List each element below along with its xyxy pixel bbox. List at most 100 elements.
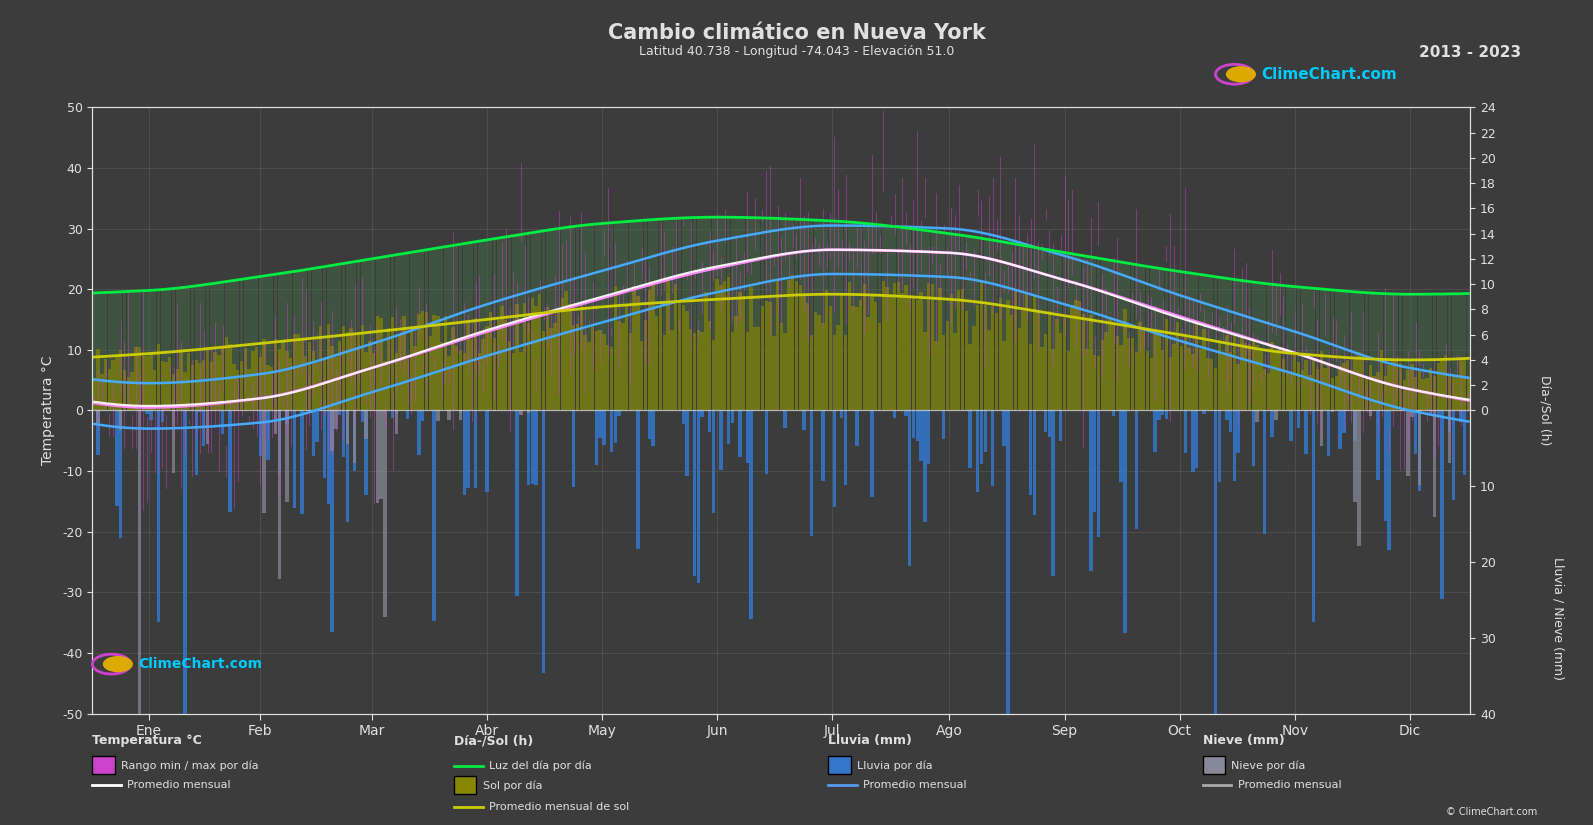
Bar: [354, 262, 357, 411]
Bar: [307, 269, 311, 411]
Bar: [478, 241, 481, 411]
Bar: [742, 296, 746, 411]
Bar: [1024, 246, 1029, 411]
Bar: [213, 351, 217, 411]
Bar: [1098, 356, 1101, 411]
Bar: [225, 281, 228, 411]
Bar: [1184, 411, 1187, 453]
Bar: [1252, 411, 1255, 466]
Bar: [553, 229, 556, 411]
Bar: [542, 411, 545, 673]
Bar: [1402, 380, 1407, 411]
Bar: [296, 271, 299, 411]
Bar: [746, 332, 749, 411]
Bar: [564, 228, 567, 411]
Bar: [108, 292, 112, 411]
Bar: [1059, 333, 1063, 411]
Bar: [390, 411, 393, 418]
Bar: [738, 217, 741, 411]
Bar: [953, 234, 957, 411]
Bar: [421, 250, 424, 411]
Bar: [156, 290, 161, 411]
Bar: [696, 330, 699, 411]
Bar: [558, 314, 561, 411]
Bar: [274, 275, 277, 411]
Bar: [795, 281, 798, 411]
Bar: [1007, 411, 1010, 750]
Bar: [371, 353, 376, 411]
Bar: [738, 411, 741, 458]
Bar: [194, 360, 198, 411]
Bar: [478, 353, 481, 411]
Bar: [591, 327, 594, 411]
Bar: [886, 286, 889, 411]
Bar: [1233, 280, 1236, 411]
Bar: [1090, 411, 1093, 571]
Bar: [1437, 294, 1440, 411]
Bar: [1063, 252, 1066, 411]
Bar: [1278, 347, 1281, 411]
Bar: [798, 219, 801, 411]
Bar: [1437, 411, 1440, 415]
Bar: [828, 221, 832, 411]
Bar: [1247, 343, 1251, 411]
Bar: [1368, 293, 1372, 411]
Bar: [1338, 366, 1341, 411]
Bar: [365, 352, 368, 411]
Bar: [150, 411, 153, 420]
Bar: [1432, 411, 1437, 516]
Text: Promedio mensual: Promedio mensual: [1238, 780, 1341, 790]
Bar: [761, 218, 765, 411]
Bar: [1286, 372, 1289, 411]
Bar: [674, 219, 677, 411]
Bar: [1327, 290, 1330, 411]
Bar: [108, 369, 112, 411]
Bar: [1134, 411, 1137, 530]
Bar: [875, 224, 878, 411]
Bar: [1192, 273, 1195, 411]
Bar: [169, 357, 172, 411]
Bar: [636, 296, 640, 411]
Bar: [647, 290, 652, 411]
Bar: [707, 411, 712, 431]
Bar: [629, 221, 632, 411]
Bar: [749, 218, 753, 411]
Bar: [701, 217, 704, 411]
Text: Rango min / max por día: Rango min / max por día: [121, 761, 258, 771]
Bar: [908, 229, 911, 411]
Bar: [900, 228, 903, 411]
Bar: [451, 327, 454, 411]
Bar: [1252, 282, 1255, 411]
Bar: [599, 224, 602, 411]
Bar: [851, 306, 855, 411]
Bar: [335, 411, 338, 429]
Bar: [1244, 281, 1247, 411]
Bar: [1211, 276, 1214, 411]
Bar: [946, 321, 949, 411]
Bar: [1172, 345, 1176, 411]
Bar: [1018, 328, 1021, 411]
Bar: [621, 222, 624, 411]
Bar: [1032, 411, 1035, 516]
Bar: [1373, 376, 1376, 411]
Bar: [429, 249, 432, 411]
Bar: [236, 370, 239, 411]
Bar: [346, 411, 349, 522]
Bar: [1150, 358, 1153, 411]
Bar: [371, 258, 376, 411]
Bar: [632, 221, 636, 411]
Bar: [757, 218, 760, 411]
Bar: [1440, 359, 1443, 411]
Bar: [991, 240, 994, 411]
Bar: [1203, 329, 1206, 411]
Y-axis label: Temperatura °C: Temperatura °C: [41, 356, 56, 465]
Bar: [621, 323, 624, 411]
Bar: [803, 411, 806, 430]
Bar: [516, 411, 519, 596]
Bar: [569, 304, 572, 411]
Bar: [983, 239, 988, 411]
Bar: [715, 217, 718, 411]
Bar: [682, 305, 685, 411]
Bar: [390, 318, 393, 411]
Bar: [395, 353, 398, 411]
